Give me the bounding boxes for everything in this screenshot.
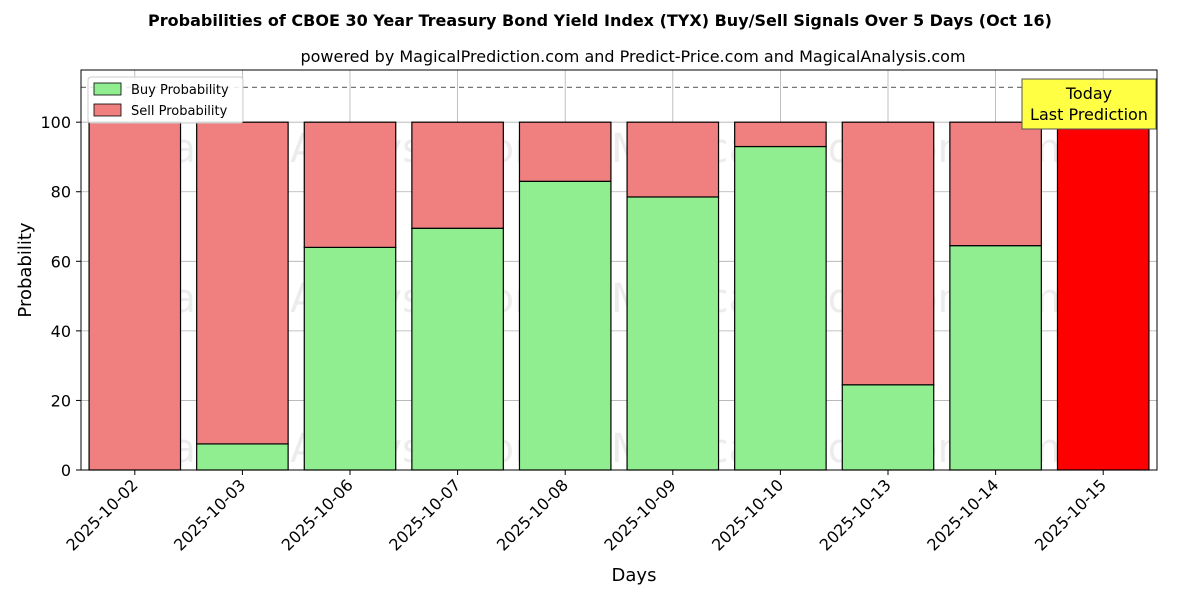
x-tick-label: 2025-10-06 <box>278 475 357 554</box>
y-tick-label: 20 <box>51 391 71 410</box>
x-tick-label: 2025-10-14 <box>923 475 1002 554</box>
y-tick-label: 60 <box>51 252 71 271</box>
bar-buy-2025-10-06 <box>303 246 397 471</box>
bar-buy-2025-10-14 <box>949 245 1042 471</box>
bar-sell-2025-10-10 <box>734 121 827 148</box>
y-tick-label: 40 <box>51 322 71 341</box>
bar-sell-2025-10-06 <box>303 121 397 248</box>
chart-subtitle: powered by MagicalPrediction.com and Pre… <box>300 47 965 66</box>
annotation-line-1: Today <box>1065 84 1112 103</box>
bar-sell-2025-10-14 <box>949 121 1042 247</box>
x-tick-label: 2025-10-10 <box>708 475 787 554</box>
x-axis-ticks: 2025-10-02 2025-10-03 2025-10-06 2025-10-07… <box>62 470 1110 555</box>
annotation-box <box>1021 78 1157 130</box>
bar-buy-2025-10-09 <box>626 196 720 471</box>
bar-sell-2025-10-08 <box>518 121 612 182</box>
bars-layer <box>88 121 1150 471</box>
y-axis-ticks: 0 20 40 60 80 100 <box>40 113 81 480</box>
bar-buy-2025-10-07 <box>411 227 504 471</box>
y-tick-label: 80 <box>51 183 71 202</box>
bar-sell-2025-10-07 <box>411 121 504 229</box>
legend-label-sell: Sell Probability <box>131 104 228 119</box>
y-axis-label: Probability <box>15 222 36 317</box>
bar-sell-2025-10-13 <box>841 121 935 386</box>
plot-frame <box>80 69 1158 471</box>
x-tick-label: 2025-10-02 <box>62 475 141 554</box>
today-annotation: Today Last Prediction <box>1021 78 1157 130</box>
bar-sell-2025-10-02 <box>88 121 182 471</box>
legend-swatch-sell <box>93 103 122 117</box>
y-tick-label: 100 <box>40 113 71 132</box>
bar-buy-2025-10-08 <box>518 180 612 471</box>
legend-box <box>87 76 244 124</box>
legend-label-buy: Buy Probability <box>131 83 229 98</box>
x-axis-label: Days <box>612 565 657 586</box>
annotation-line-2: Last Prediction <box>1030 105 1148 124</box>
x-tick-label: 2025-10-09 <box>600 475 679 554</box>
x-tick-label: 2025-10-07 <box>385 475 464 554</box>
bar-sell-2025-10-15 <box>1056 121 1150 471</box>
bar-buy-2025-10-13 <box>841 384 935 471</box>
legend-swatch-buy <box>93 82 122 96</box>
bar-buy-2025-10-10 <box>734 145 827 471</box>
bar-buy-2025-10-03 <box>196 443 289 471</box>
bar-sell-2025-10-03 <box>196 121 289 445</box>
y-tick-label: 0 <box>61 461 71 480</box>
bar-sell-2025-10-09 <box>626 121 720 198</box>
legend: Buy Probability Sell Probability <box>87 76 244 124</box>
x-tick-label: 2025-10-15 <box>1031 475 1110 554</box>
chart-title: Probabilities of CBOE 30 Year Treasury B… <box>148 11 1052 30</box>
x-tick-label: 2025-10-03 <box>170 475 249 554</box>
x-tick-label: 2025-10-08 <box>493 475 572 554</box>
x-tick-label: 2025-10-13 <box>816 475 895 554</box>
